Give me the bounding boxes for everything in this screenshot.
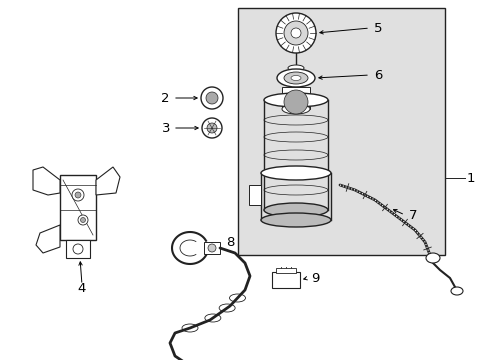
Ellipse shape — [264, 93, 327, 107]
Text: 1: 1 — [466, 171, 474, 185]
Ellipse shape — [425, 253, 439, 263]
Ellipse shape — [284, 72, 307, 84]
Ellipse shape — [290, 76, 301, 81]
Text: 2: 2 — [161, 91, 170, 104]
Polygon shape — [33, 167, 60, 195]
Text: 3: 3 — [161, 122, 170, 135]
Ellipse shape — [282, 104, 309, 114]
Circle shape — [290, 28, 301, 38]
Circle shape — [73, 244, 83, 254]
Circle shape — [78, 215, 88, 225]
Circle shape — [201, 87, 223, 109]
Circle shape — [72, 189, 84, 201]
Text: 6: 6 — [373, 68, 382, 81]
Circle shape — [284, 21, 307, 45]
Bar — [203, 242, 220, 254]
Circle shape — [202, 118, 222, 138]
Circle shape — [275, 13, 315, 53]
Ellipse shape — [450, 287, 462, 295]
Ellipse shape — [276, 69, 314, 87]
Bar — [238, 8, 444, 255]
Polygon shape — [96, 167, 120, 195]
Circle shape — [205, 92, 218, 104]
Circle shape — [284, 90, 307, 114]
Circle shape — [206, 123, 217, 133]
Text: 7: 7 — [408, 208, 417, 221]
Bar — [248, 185, 261, 205]
Polygon shape — [36, 225, 60, 253]
Bar — [282, 87, 309, 109]
Text: 5: 5 — [373, 22, 382, 35]
Ellipse shape — [261, 213, 330, 227]
Circle shape — [75, 192, 81, 198]
Ellipse shape — [287, 65, 304, 71]
Bar — [66, 240, 90, 258]
Circle shape — [207, 244, 216, 252]
Bar — [60, 175, 96, 240]
Text: 8: 8 — [225, 235, 234, 248]
Bar — [275, 268, 295, 273]
Bar — [271, 272, 299, 288]
Text: 4: 4 — [78, 282, 86, 294]
Text: 9: 9 — [310, 271, 319, 284]
Ellipse shape — [264, 203, 327, 217]
Circle shape — [81, 217, 85, 222]
Ellipse shape — [261, 166, 330, 180]
